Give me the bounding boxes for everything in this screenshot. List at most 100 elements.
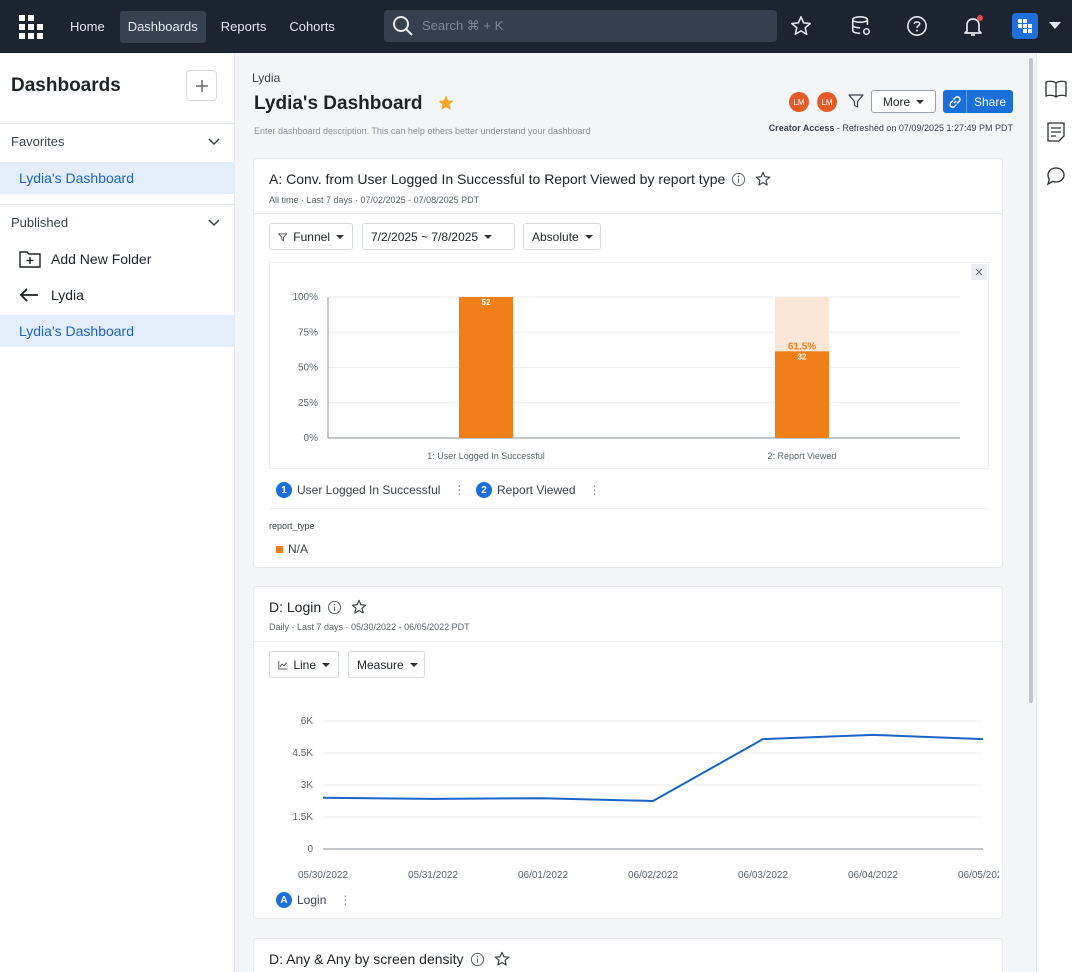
y-tick-label: 0% [304, 433, 319, 444]
breakdown-value: N/A [288, 542, 309, 556]
right-rail [1036, 53, 1072, 972]
nav-reports[interactable]: Reports [220, 19, 267, 34]
funnel-chart-area: 0% 25% 50% 75% 100% 100% 52 1: User Logged In S… [269, 262, 989, 469]
card-title-text[interactable]: A: Conv. from User Logged In Successful … [269, 171, 726, 187]
more-vertical-icon[interactable]: ⋮ [339, 893, 352, 907]
line-chart-icon [278, 660, 288, 669]
published-section-header[interactable]: Published [0, 204, 235, 240]
x-tick-label: 06/02/2022 [628, 870, 678, 881]
caret-down-icon [584, 234, 593, 239]
card-subtitle: All time · Last 7 days · 07/02/2025 - 07… [269, 195, 480, 205]
favorite-star-icon[interactable] [437, 94, 455, 112]
search-icon [393, 16, 413, 36]
card-title-text[interactable]: D: Login [269, 599, 322, 615]
chevron-down-icon[interactable] [1042, 13, 1068, 39]
measure-mode-dropdown[interactable]: Absolute [523, 223, 601, 250]
y-tick-label: 1.5K [292, 812, 313, 823]
legend-item[interactable]: 2 Report Viewed ⋮ [476, 482, 601, 498]
measure-label: Measure [357, 657, 404, 672]
divider [254, 641, 1002, 642]
notification-bell-icon[interactable] [960, 13, 986, 39]
divider [254, 213, 1002, 214]
y-tick-label: 6K [301, 716, 314, 727]
add-dashboard-button[interactable] [186, 70, 217, 101]
info-icon[interactable] [470, 952, 485, 967]
card-title-text[interactable]: D: Any & Any by screen density [269, 951, 464, 967]
chart-type-dropdown[interactable]: Line [269, 651, 339, 678]
favorite-item[interactable]: Lydia's Dashboard [0, 162, 235, 194]
favorites-section-header[interactable]: Favorites [0, 123, 235, 159]
y-tick-label: 25% [298, 398, 318, 409]
favorite-item-label: Lydia's Dashboard [19, 170, 135, 186]
avatar[interactable]: LM [817, 92, 837, 112]
more-label: More [882, 94, 911, 109]
dashboard-description-input[interactable]: Enter dashboard description. This can he… [254, 126, 591, 136]
avatar[interactable]: LM [789, 92, 809, 112]
card-title: D: Login [269, 599, 367, 615]
more-vertical-icon[interactable]: ⋮ [453, 483, 466, 497]
access-refresh-status: Creator Access - Refreshed on 07/09/2025… [769, 123, 1013, 133]
x-tick-label: 1: User Logged In Successful [427, 451, 545, 461]
search-input[interactable]: Search ⌘ + K [384, 10, 777, 42]
x-tick-label: 06/05/2022 [958, 870, 999, 881]
star-icon[interactable] [351, 599, 367, 615]
card-title: D: Any & Any by screen density [269, 951, 510, 967]
book-icon[interactable] [1045, 78, 1067, 100]
star-icon[interactable] [494, 951, 510, 967]
org-switcher-icon[interactable] [1012, 13, 1038, 39]
caret-down-icon [916, 99, 925, 104]
nav-dashboards[interactable]: Dashboards [119, 10, 206, 43]
info-icon[interactable] [327, 600, 342, 615]
bar-dropoff [775, 297, 829, 352]
x-tick-label: 05/31/2022 [408, 870, 458, 881]
y-tick-label: 4.5K [292, 748, 313, 759]
scrollbar[interactable] [1029, 58, 1033, 703]
more-button[interactable]: More [871, 90, 936, 113]
breadcrumb[interactable]: Lydia [252, 71, 281, 85]
bar [775, 351, 829, 438]
legend-item[interactable]: A Login ⋮ [276, 892, 351, 908]
plus-icon [195, 79, 208, 92]
database-settings-icon[interactable] [848, 13, 874, 39]
more-vertical-icon[interactable]: ⋮ [588, 483, 601, 497]
back-label: Lydia [51, 287, 84, 303]
share-button[interactable]: Share [943, 90, 1013, 113]
nav-home[interactable]: Home [70, 19, 105, 34]
link-icon[interactable] [943, 90, 967, 113]
date-range-label: 7/2/2025 ~ 7/8/2025 [371, 229, 479, 244]
app-logo-icon[interactable] [0, 0, 62, 53]
x-tick-label: 06/03/2022 [738, 870, 788, 881]
funnel-bar-chart: 0%25%50%75%100% 100%521: User Logged In S… [292, 287, 960, 461]
star-icon[interactable] [755, 171, 771, 187]
add-folder-label: Add New Folder [51, 251, 152, 267]
step-badge: 2 [476, 482, 492, 498]
sidebar-item-label: Lydia's Dashboard [19, 323, 135, 339]
bar-count-label: 32 [798, 352, 807, 361]
star-icon[interactable] [788, 13, 814, 39]
close-icon[interactable] [971, 264, 987, 280]
add-new-folder-button[interactable]: Add New Folder [0, 243, 235, 275]
legend-item[interactable]: 1 User Logged In Successful ⋮ [276, 482, 465, 498]
notes-icon[interactable] [1045, 121, 1067, 143]
page-title: Lydia's Dashboard [254, 93, 423, 114]
chevron-down-icon [208, 138, 220, 146]
nav-cohorts[interactable]: Cohorts [289, 19, 335, 34]
date-range-dropdown[interactable]: 7/2/2025 ~ 7/8/2025 [362, 223, 515, 250]
chart-type-dropdown[interactable]: Funnel [269, 223, 353, 250]
filter-icon[interactable] [848, 93, 864, 109]
back-to-folder-link[interactable]: Lydia [0, 279, 235, 311]
folder-plus-icon [19, 250, 41, 268]
caret-down-icon [484, 234, 493, 239]
comment-icon[interactable] [1045, 165, 1067, 187]
breakdown-legend-item[interactable]: N/A [276, 542, 308, 556]
info-icon[interactable] [731, 172, 746, 187]
legend-label: User Logged In Successful [297, 483, 441, 497]
help-icon[interactable] [904, 13, 930, 39]
favorites-label: Favorites [11, 134, 65, 149]
share-label: Share [973, 94, 1007, 109]
legend-swatch [276, 545, 283, 553]
measure-dropdown[interactable]: Measure [348, 651, 425, 678]
sidebar-item-lydias-dashboard[interactable]: Lydia's Dashboard [0, 315, 235, 347]
top-nav-bar: Home Dashboards Reports Cohorts Search ⌘… [0, 0, 1072, 53]
caret-down-icon [322, 662, 330, 667]
